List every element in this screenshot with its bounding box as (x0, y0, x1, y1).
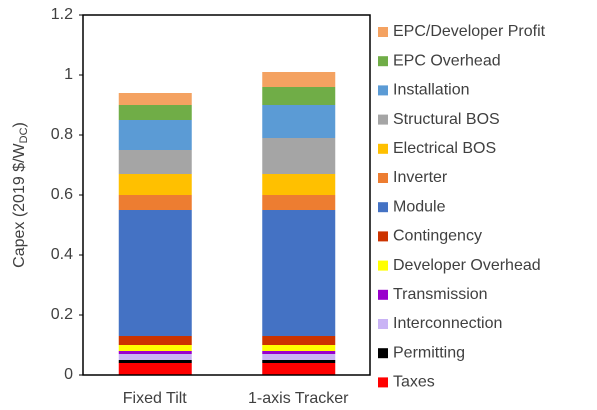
y-axis-label: Capex (2019 $/WDC) (11, 122, 30, 268)
legend-swatch (378, 56, 388, 67)
legend-label: Module (393, 198, 446, 215)
bar-segment (262, 195, 336, 210)
y-tick-label: 1.2 (51, 6, 73, 23)
legend-label: Transmission (393, 286, 488, 303)
legend-swatch (378, 289, 388, 300)
y-tick-label: 0.8 (51, 126, 73, 143)
legend-swatch (378, 260, 388, 271)
bar-segment (118, 120, 192, 150)
bar-segment (118, 351, 192, 354)
legend-label: Interconnection (393, 315, 502, 332)
legend-swatch (378, 85, 388, 96)
legend-label: EPC/Developer Profit (393, 23, 546, 40)
bar-segment (262, 345, 336, 351)
bar-segment (262, 87, 336, 105)
legend-swatch (378, 173, 388, 183)
y-tick-label: 0 (64, 366, 73, 383)
bar-segment (118, 210, 192, 336)
bar-segment (262, 360, 336, 363)
legend-swatch (378, 319, 388, 329)
bar-segment (118, 174, 192, 195)
legend-label: Inverter (393, 169, 448, 186)
bar-segment (262, 354, 336, 360)
legend-swatch (378, 348, 388, 359)
legend-label: Taxes (393, 374, 435, 391)
y-tick-label: 0.6 (51, 186, 73, 203)
legend-swatch (378, 202, 388, 213)
legend-swatch (378, 143, 388, 154)
bar-segment (118, 150, 192, 174)
legend-label: Electrical BOS (393, 140, 496, 157)
y-tick-label: 1 (64, 66, 73, 83)
x-tick-label: 1-axis Tracker (248, 390, 349, 407)
legend-label: Structural BOS (393, 111, 500, 128)
bar-segment (118, 345, 192, 351)
bar-segment (118, 93, 192, 105)
bar-segment (262, 174, 336, 195)
bar-segment (118, 354, 192, 360)
bar-segment (262, 105, 336, 138)
legend-label: Developer Overhead (393, 257, 541, 274)
y-tick-label: 0.4 (51, 246, 73, 263)
legend-label: Permitting (393, 344, 465, 361)
y-tick-label: 0.2 (51, 306, 73, 323)
bar-segment (118, 336, 192, 345)
legend-swatch (378, 377, 388, 388)
x-tick-label: Fixed Tilt (123, 390, 188, 407)
legend-label: Contingency (393, 228, 482, 245)
legend-label: Installation (393, 82, 470, 99)
legend-swatch (378, 114, 388, 125)
bar-segment (118, 360, 192, 363)
bar-segment (262, 363, 336, 375)
legend-label: EPC Overhead (393, 52, 501, 69)
bar-segment (262, 138, 336, 174)
plot-frame (82, 14, 371, 376)
bar-segment (262, 336, 336, 345)
bar-segment (262, 210, 336, 336)
legend-swatch (378, 27, 388, 37)
legend-swatch (378, 231, 388, 242)
bar-segment (262, 351, 336, 354)
bar-segment (118, 105, 192, 120)
bar-segment (118, 363, 192, 375)
bar-segment (262, 72, 336, 87)
bar-segment (118, 195, 192, 210)
